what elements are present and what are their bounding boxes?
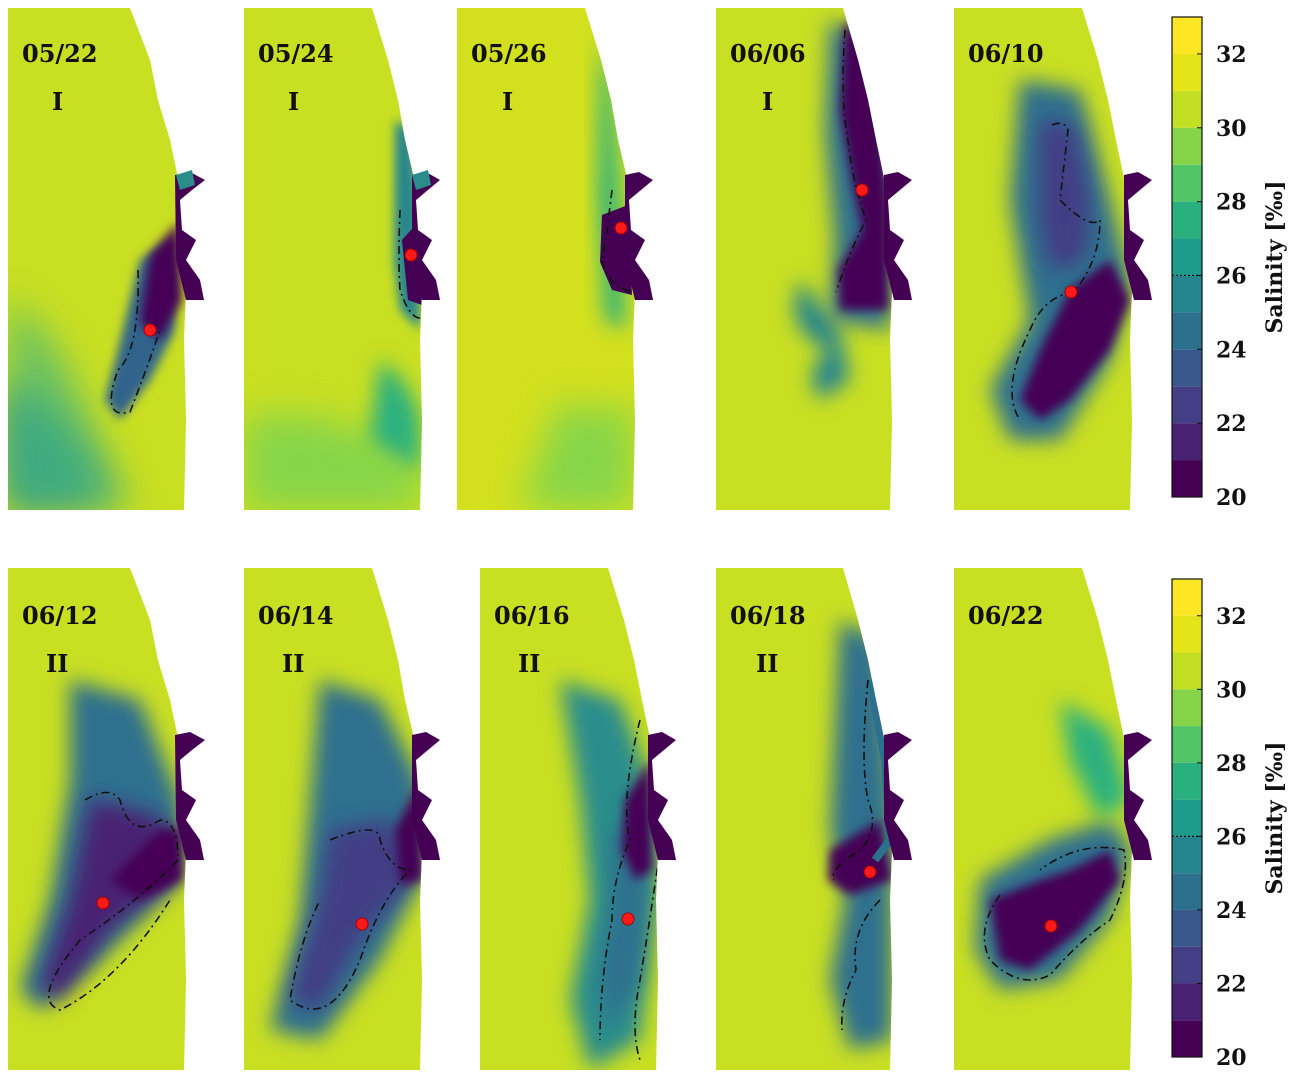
colorbar-tick-label: 26: [1216, 263, 1247, 289]
panel-date: 06/16: [494, 601, 570, 630]
colorbar-band: [1172, 201, 1202, 239]
colorbar-band: [1172, 53, 1202, 91]
panel-date: 05/22: [22, 39, 98, 68]
station-marker: [355, 917, 369, 931]
colorbar-band: [1172, 349, 1202, 387]
colorbar-band: [1172, 615, 1202, 653]
colorbar-band: [1172, 275, 1202, 313]
panel-06-10: 06/10: [954, 8, 1152, 510]
colorbar-band: [1172, 238, 1202, 276]
colorbar-band: [1172, 90, 1202, 128]
colorbar-band: [1172, 762, 1202, 800]
colorbar-tick-label: 28: [1216, 751, 1247, 777]
colorbar-label: Salinity [‰]: [1262, 741, 1288, 894]
panel-date: 06/22: [968, 601, 1044, 630]
colorbar-band: [1172, 1020, 1202, 1057]
colorbar-band: [1172, 17, 1202, 54]
colorbar-band: [1172, 836, 1202, 874]
colorbar-band: [1172, 689, 1202, 727]
panel-phase: I: [502, 87, 513, 116]
station-marker: [863, 865, 877, 879]
panel-06-18: 06/18 II: [716, 568, 912, 1070]
colorbar-tick-label: 22: [1216, 971, 1247, 997]
colorbar-band: [1172, 873, 1202, 910]
colorbar-top: 20 22 24 26 28 30 32 Salinity [‰]: [1171, 16, 1288, 511]
colorbar-band: [1172, 164, 1202, 202]
panel-date: 06/06: [730, 39, 806, 68]
colorbar-tick-label: 22: [1216, 411, 1247, 437]
panel-06-14: 06/14 II: [244, 568, 440, 1070]
panel-06-12: 06/12 II: [8, 568, 205, 1070]
colorbar-tick-label: 24: [1216, 337, 1247, 363]
station-marker: [855, 183, 869, 197]
colorbar-band: [1172, 312, 1202, 350]
panel-date: 05/26: [471, 39, 547, 68]
panel-date: 06/10: [968, 39, 1044, 68]
panel-date: 05/24: [258, 39, 334, 68]
panel-date: 06/14: [258, 601, 334, 630]
colorbar-band: [1172, 726, 1202, 763]
panel-phase: II: [518, 649, 540, 678]
colorbar-band: [1172, 946, 1202, 984]
colorbar-band: [1172, 127, 1202, 165]
colorbar-band: [1172, 423, 1202, 461]
colorbar-bottom: 20 22 24 26 28 30 32 Salinity [‰]: [1171, 578, 1288, 1071]
panel-phase: II: [282, 649, 304, 678]
panel-date: 06/12: [22, 601, 98, 630]
colorbar-tick-label: 20: [1216, 1045, 1247, 1071]
panel-phase: II: [756, 649, 778, 678]
colorbar-frame: [1171, 16, 1203, 498]
station-marker: [621, 912, 635, 926]
station-marker: [1064, 285, 1078, 299]
colorbar-band: [1172, 386, 1202, 424]
panel-06-22: 06/22: [954, 568, 1152, 1070]
colorbar-label: Salinity [‰]: [1262, 180, 1288, 333]
panel-05-24: 05/24 I: [244, 8, 440, 510]
colorbar-tick-label: 26: [1216, 824, 1247, 850]
panel-06-16: 06/16 II: [480, 568, 676, 1070]
colorbar-band: [1172, 460, 1202, 497]
colorbar-tick-label: 28: [1216, 190, 1247, 216]
colorbar-band: [1172, 652, 1202, 690]
colorbar-band: [1172, 983, 1202, 1021]
colorbar-tick-label: 24: [1216, 898, 1247, 924]
colorbar-band: [1172, 799, 1202, 837]
panel-05-26: 05/26 I: [457, 8, 653, 510]
station-marker: [404, 248, 418, 262]
colorbar-tick-label: 20: [1216, 485, 1247, 511]
colorbar-band: [1172, 909, 1202, 947]
station-marker: [1044, 919, 1058, 933]
panel-phase: II: [46, 649, 68, 678]
station-marker: [614, 221, 628, 235]
panel-06-06: 06/06 I: [716, 8, 912, 510]
panel-phase: I: [288, 87, 299, 116]
colorbar-band: [1172, 579, 1202, 616]
station-marker: [96, 896, 110, 910]
panel-date: 06/18: [730, 601, 806, 630]
colorbar-tick-label: 30: [1216, 677, 1247, 703]
colorbar-tick-label: 30: [1216, 116, 1247, 142]
colorbar-tick-label: 32: [1216, 604, 1247, 630]
colorbar-frame: [1171, 578, 1203, 1058]
panel-05-22: 05/22 I: [8, 8, 205, 510]
station-marker: [143, 323, 157, 337]
colorbar-tick-label: 32: [1216, 42, 1247, 68]
panel-phase: I: [52, 87, 63, 116]
panel-phase: I: [762, 87, 773, 116]
